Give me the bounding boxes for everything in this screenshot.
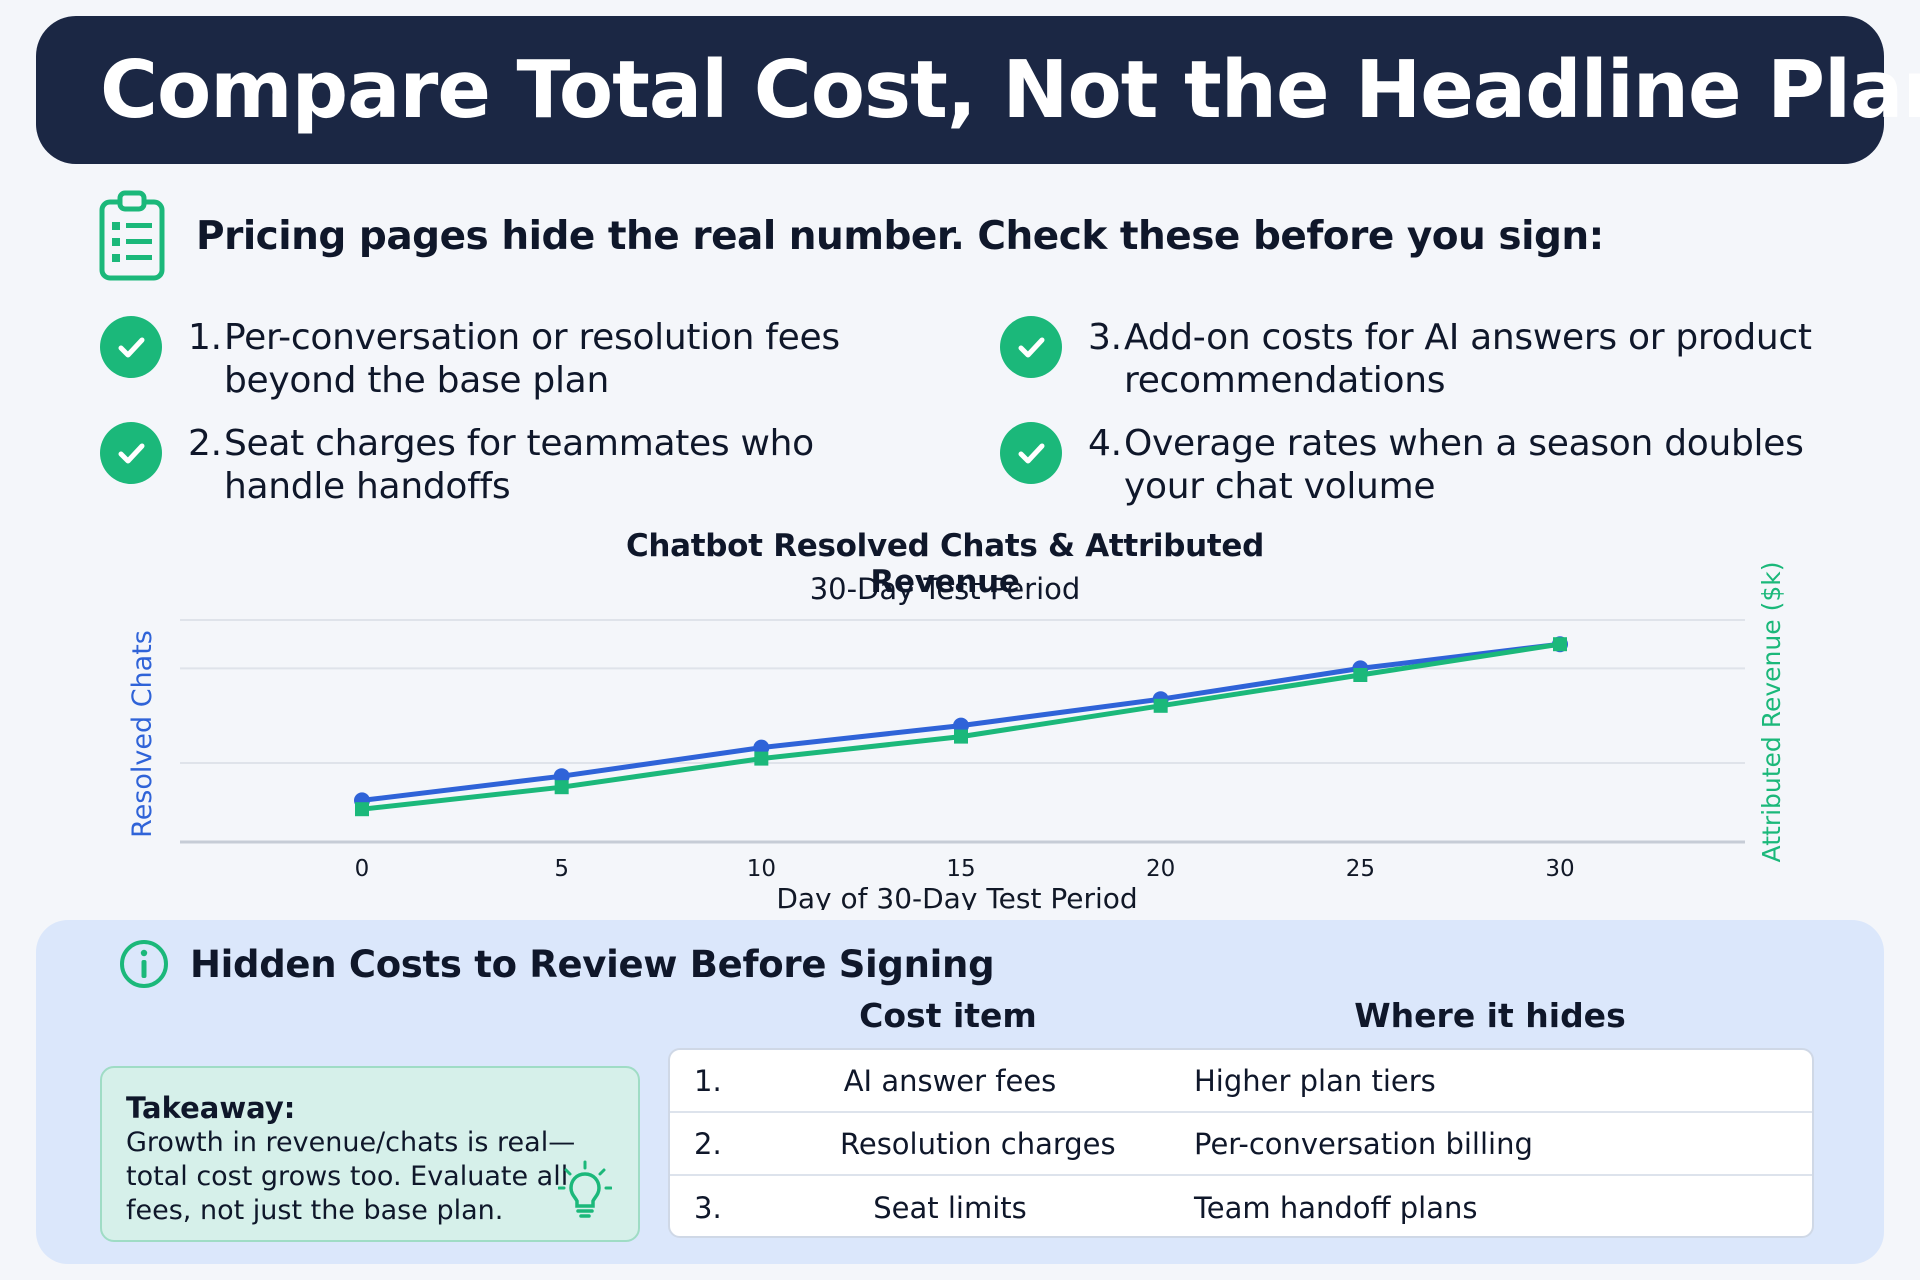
title-banner: Compare Total Cost, Not the Headline Pla… <box>36 16 1920 164</box>
x-tick-label: 10 <box>747 856 776 882</box>
where-it-hides-cell: Per-conversation billing <box>1194 1126 1533 1161</box>
takeaway-body: Growth in revenue/chats is real—total co… <box>126 1127 576 1226</box>
checklist-item-4: 4.Overage rates when a season doubles yo… <box>1000 422 1804 508</box>
takeaway-title: Takeaway: <box>126 1091 296 1125</box>
attributed-revenue-point <box>954 729 968 744</box>
x-axis-label: Day of 30-Day Test Period <box>776 882 1137 910</box>
checklist-line: your chat volume <box>1124 466 1436 507</box>
x-tick-label: 30 <box>1545 856 1574 882</box>
checklist-line: handle handoffs <box>224 466 511 507</box>
checklist-line: recommendations <box>1124 360 1446 401</box>
chart-title: Chatbot Resolved Chats & Attributed Reve… <box>625 528 1265 600</box>
where-it-hides-cell: Team handoff plans <box>1194 1190 1478 1225</box>
lightbulb-icon <box>558 1160 612 1218</box>
resolved-chats-point <box>953 717 969 734</box>
x-tick-label: 5 <box>554 856 569 882</box>
column-header-cost-item: Cost item <box>859 996 1037 1035</box>
chart-subtitle: 30-Day Test Period <box>809 572 1081 606</box>
checklist-item-1: 1.Per-conversation or resolution fees be… <box>100 316 840 402</box>
table-row: 1. AI answer fees Higher plan tiers <box>670 1050 1812 1113</box>
attributed-revenue-point <box>754 751 769 766</box>
table-row: 3. Seat limits Team handoff plans <box>670 1176 1812 1236</box>
page-title: Compare Total Cost, Not the Headline Pla… <box>100 44 1920 136</box>
check-icon <box>1000 316 1062 378</box>
attributed-revenue-point <box>1153 698 1168 713</box>
intro-text: Pricing pages hide the real number. Chec… <box>196 213 1604 259</box>
checklist-line: beyond the base plan <box>224 360 609 401</box>
checklist-line: Per-conversation or resolution fees <box>224 317 840 358</box>
attributed-revenue-point <box>1553 637 1567 652</box>
resolved-chats-point <box>753 739 770 756</box>
intro: Pricing pages hide the real number. Chec… <box>98 188 1798 284</box>
column-header-where-it-hides: Where it hides <box>1354 996 1626 1035</box>
line-chart: 0 5 10 15 20 25 30 Day of 30-Day Test Period Res… <box>127 562 1786 910</box>
takeaway-box: Takeaway: Growth in revenue/chats is rea… <box>100 1066 640 1242</box>
x-tick-label: 20 <box>1146 856 1175 882</box>
where-it-hides-cell: Higher plan tiers <box>1194 1063 1436 1098</box>
x-tick-label: 15 <box>946 856 975 882</box>
attributed-revenue-point <box>1353 668 1368 682</box>
panel-header: Hidden Costs to Review Before Signing <box>118 938 995 990</box>
checklist-number: 4. <box>1088 423 1122 464</box>
panel-title: Hidden Costs to Review Before Signing <box>190 942 995 986</box>
check-icon <box>1000 422 1062 484</box>
x-tick-label: 25 <box>1346 856 1375 882</box>
cost-item-cell: Seat limits <box>873 1190 1027 1225</box>
row-number: 2. <box>694 1126 722 1161</box>
checklist-number: 2. <box>188 423 222 464</box>
row-number: 1. <box>694 1063 722 1098</box>
checklist-number: 3. <box>1088 317 1122 358</box>
checklist-number: 1. <box>188 317 222 358</box>
attributed-revenue-point <box>554 780 569 795</box>
y-axis-label-right: Attributed Revenue ($k) <box>1757 562 1786 863</box>
x-tick-label: 0 <box>355 856 370 882</box>
cost-table: 1. AI answer fees Higher plan tiers 2. R… <box>668 1048 1814 1238</box>
check-icon <box>100 316 162 378</box>
check-icon <box>100 422 162 484</box>
table-row: 2. Resolution charges Per-conversation b… <box>670 1113 1812 1176</box>
info-icon <box>120 940 168 988</box>
checklist-line: Add-on costs for AI answers or product <box>1124 317 1812 358</box>
cost-item-cell: AI answer fees <box>843 1063 1057 1098</box>
attributed-revenue-point <box>355 802 369 817</box>
checklist-line: Seat charges for teammates who <box>224 423 814 464</box>
clipboard-list-icon <box>99 190 165 281</box>
row-number: 3. <box>694 1190 722 1225</box>
checklist-item-3: 3.Add-on costs for AI answers or product… <box>1000 316 1812 402</box>
y-axis-label-left: Resolved Chats <box>127 630 158 838</box>
checklist-item-2: 2.Seat charges for teammates who handle … <box>100 422 814 508</box>
checklist-line: Overage rates when a season doubles <box>1124 423 1804 464</box>
cost-item-cell: Resolution charges <box>840 1126 1116 1161</box>
